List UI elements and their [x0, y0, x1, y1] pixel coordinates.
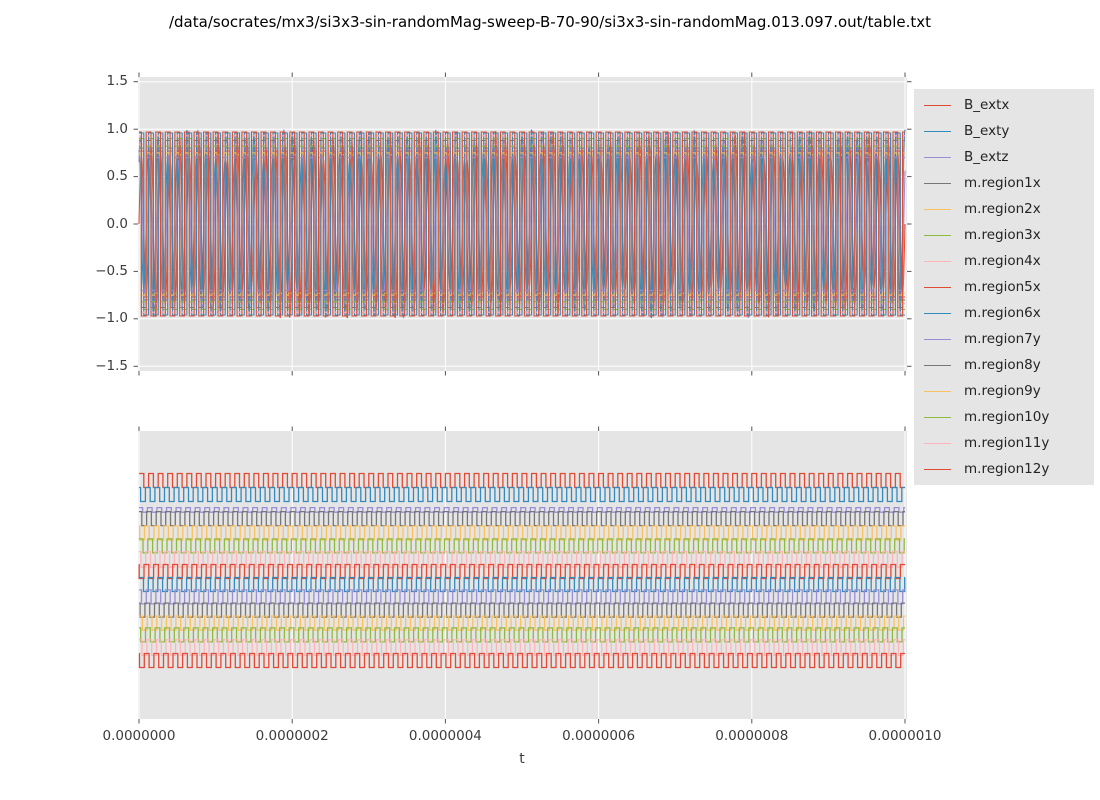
figure-title: /data/socrates/mx3/si3x3-sin-randomMag-s…: [168, 13, 932, 31]
x-tick-label: 0.0000004: [408, 728, 482, 744]
legend-item: m.region12y: [914, 457, 1094, 481]
series-bottom-m.region2x: [139, 525, 905, 541]
legend-item: m.region1x: [914, 171, 1094, 195]
y-tick-label: 0.0: [106, 215, 128, 232]
legend-item-label: m.region1x: [964, 175, 1041, 191]
legend-item-label: m.region10y: [964, 409, 1050, 425]
legend-line-swatch: [924, 156, 951, 158]
legend-item-label: m.region2x: [964, 201, 1041, 217]
legend-item: m.region5x: [914, 275, 1094, 299]
legend-item-label: m.region7y: [964, 331, 1041, 347]
series-bottom-m.region12y: [138, 652, 905, 669]
x-tick-label: 0.0000008: [715, 728, 789, 744]
legend-item: B_exty: [914, 119, 1094, 143]
series-bottom-m.region1x: [139, 510, 905, 527]
y-tick-label: 1.0: [106, 120, 128, 137]
legend-item-label: m.region9y: [964, 383, 1041, 399]
legend-item: m.region8y: [914, 353, 1094, 377]
series-bottom-m.region10y: [139, 627, 905, 643]
legend-item-label: B_exty: [964, 123, 1010, 139]
y-tick-label: 0.5: [106, 168, 128, 185]
legend-item: m.region3x: [914, 223, 1094, 247]
legend-line-swatch: [924, 234, 951, 236]
legend-item-label: B_extx: [964, 97, 1010, 113]
legend-item: m.region7y: [914, 327, 1094, 351]
x-axis-label: t: [519, 751, 525, 767]
legend-item: m.region6x: [914, 301, 1094, 325]
series-bottom-m.region4x: [139, 551, 905, 568]
legend-line-swatch: [924, 182, 951, 184]
series-bottom-m.region9y: [139, 615, 905, 631]
legend-item-label: m.region8y: [964, 357, 1041, 373]
series-top-m.region6x: [139, 132, 905, 316]
legend-line-swatch: [924, 364, 951, 366]
series-bottom-m.region6x: [139, 576, 906, 593]
legend-item: B_extx: [914, 93, 1094, 117]
legend-line-swatch: [924, 416, 951, 418]
legend-line-swatch: [924, 338, 951, 340]
y-tick-label: −0.5: [95, 262, 128, 279]
series-bottom-m.region5x: [138, 563, 905, 580]
legend-item: m.region2x: [914, 197, 1094, 221]
legend: B_extx B_exty B_extz m.region1x m.region2x m.…: [914, 89, 1094, 485]
legend-item-label: m.region3x: [964, 227, 1041, 243]
series-bottom-m.region7y: [139, 589, 905, 605]
x-tick-label: 0.0000000: [102, 728, 176, 744]
bottom-plot: [138, 426, 907, 724]
legend-item: m.region10y: [914, 405, 1094, 429]
x-tick-label: 0.0000006: [562, 728, 636, 744]
series-bottom-m.region8y: [139, 602, 905, 618]
legend-item: m.region4x: [914, 249, 1094, 273]
series-bottom-B_extx: [139, 472, 905, 489]
y-tick-label: 1.5: [106, 73, 128, 90]
series-bottom-m.region3x: [139, 538, 905, 554]
y-tick-label: −1.5: [95, 357, 128, 374]
top-plot: [133, 72, 912, 376]
legend-line-swatch: [924, 312, 951, 314]
legend-item-label: m.region4x: [964, 253, 1041, 269]
legend-item-label: m.region6x: [964, 305, 1041, 321]
legend-line-swatch: [924, 390, 951, 392]
legend-item-label: m.region11y: [964, 435, 1050, 451]
legend-item: m.region9y: [914, 379, 1094, 403]
series-top-m.region12y: [139, 131, 905, 317]
legend-item-label: m.region12y: [964, 461, 1050, 477]
x-tick-label: 0.0000010: [868, 728, 942, 744]
legend-line-swatch: [924, 468, 951, 470]
legend-line-swatch: [924, 442, 951, 444]
legend-item: B_extz: [914, 145, 1094, 169]
legend-line-swatch: [924, 104, 951, 106]
legend-line-swatch: [924, 286, 951, 288]
legend-line-swatch: [924, 208, 951, 210]
legend-item: m.region11y: [914, 431, 1094, 455]
legend-item-label: B_extz: [964, 149, 1009, 165]
x-tick-label: 0.0000002: [255, 728, 329, 744]
legend-item-label: m.region5x: [964, 279, 1041, 295]
legend-line-swatch: [924, 260, 951, 262]
y-tick-label: −1.0: [95, 310, 128, 327]
series-bottom-B_extz: [139, 506, 905, 513]
series-bottom-B_exty: [139, 486, 905, 503]
series-bottom-m.region11y: [139, 639, 905, 657]
legend-line-swatch: [924, 130, 951, 132]
